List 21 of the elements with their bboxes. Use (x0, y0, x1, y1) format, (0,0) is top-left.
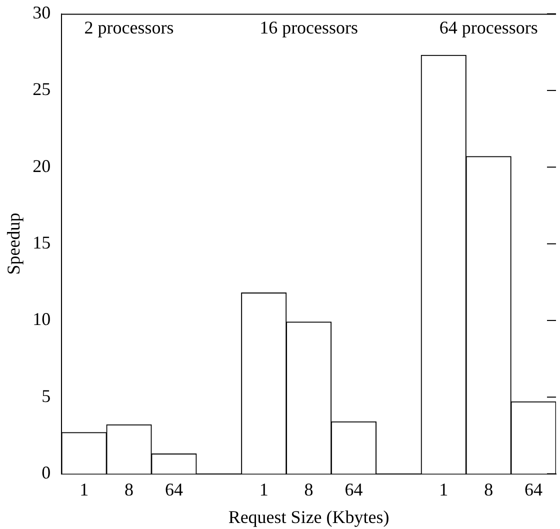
x-tick-label: 8 (484, 479, 494, 500)
annotation: 2 processors (84, 18, 174, 38)
y-axis-title: Speedup (4, 212, 24, 275)
y-tick-label: 5 (42, 386, 51, 406)
x-tick-label: 1 (80, 479, 89, 500)
x-tick-label: 1 (439, 479, 448, 500)
x-tick-label: 64 (164, 479, 183, 500)
y-tick-label: 15 (32, 232, 51, 253)
y-tick-label: 10 (32, 309, 51, 330)
annotation: 16 processors (260, 18, 358, 38)
x-tick-label: 1 (259, 479, 268, 500)
y-tick-label: 30 (32, 2, 51, 23)
y-tick-label: 20 (32, 156, 51, 176)
x-tick-label: 64 (344, 479, 363, 500)
x-tick-label: 8 (304, 479, 314, 500)
annotation: 64 processors (439, 18, 538, 38)
y-tick-label: 0 (42, 462, 51, 483)
x-tick-label: 8 (124, 479, 134, 500)
y-tick-label: 25 (32, 79, 51, 100)
x-axis-title: Request Size (Kbytes) (228, 506, 390, 527)
x-tick-label: 64 (524, 479, 543, 500)
